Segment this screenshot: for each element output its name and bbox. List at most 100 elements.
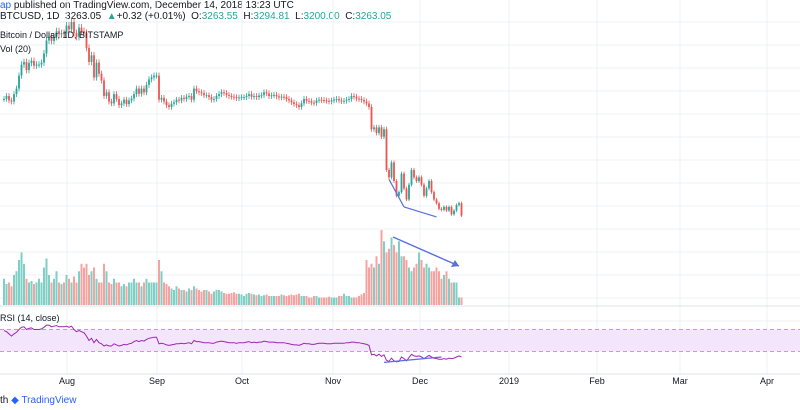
- volume-bar: [103, 263, 105, 305]
- volume-bar: [350, 297, 353, 305]
- candle-body: [143, 88, 145, 93]
- volume-bar: [85, 263, 88, 305]
- volume-bar: [265, 294, 268, 305]
- volume-bar: [445, 271, 448, 305]
- volume-bar: [5, 284, 8, 305]
- volume-bar: [383, 241, 385, 305]
- volume-bar: [460, 297, 463, 305]
- volume-bar: [98, 282, 100, 305]
- candle-body: [458, 203, 460, 206]
- volume-bar: [45, 258, 48, 305]
- author-name[interactable]: ap: [0, 0, 12, 11]
- volume-bar: [403, 256, 405, 305]
- candle-body: [318, 99, 320, 101]
- candle-body: [338, 98, 340, 101]
- volume-bar: [28, 282, 30, 305]
- candle-body: [85, 33, 88, 48]
- candle-body: [55, 31, 58, 37]
- candle-body: [438, 203, 440, 209]
- high-value: 3294.81: [253, 11, 290, 22]
- candle-body: [140, 88, 143, 94]
- candle-body: [165, 101, 168, 106]
- candle-body: [443, 206, 445, 210]
- volume-bar: [398, 241, 400, 305]
- candle-body: [335, 98, 338, 100]
- candle-body: [280, 96, 283, 98]
- volume-bar: [335, 297, 338, 305]
- volume-bar: [388, 248, 390, 305]
- candle-body: [418, 177, 420, 182]
- candle-body: [35, 64, 38, 66]
- volume-bar: [33, 284, 35, 305]
- volume-bar: [353, 297, 355, 305]
- candle-body: [13, 94, 15, 102]
- volume-bar: [410, 271, 413, 305]
- candle-body: [293, 102, 295, 105]
- candle-body: [450, 206, 453, 215]
- footer-prefix: th: [0, 395, 9, 406]
- candle-body: [5, 95, 8, 99]
- volume-bar: [230, 293, 233, 305]
- candle-body: [273, 94, 275, 96]
- volume-bar: [425, 263, 428, 305]
- volume-bar: [268, 296, 270, 305]
- volume-bar: [30, 281, 33, 305]
- volume-bar: [135, 282, 138, 305]
- candle-body: [203, 93, 205, 96]
- candle-body: [150, 77, 153, 80]
- volume-bar: [283, 295, 285, 305]
- volume-bar: [240, 294, 243, 305]
- candle-body: [188, 95, 190, 97]
- candle-body: [180, 97, 183, 101]
- volume-bar: [278, 296, 280, 305]
- chart-header: ap published on TradingView.com, Decembe…: [0, 0, 800, 22]
- volume-bar: [440, 278, 443, 305]
- volume-bar: [193, 286, 195, 305]
- volume-bar: [180, 290, 183, 305]
- volume-bar: [8, 282, 10, 305]
- volume-bar: [275, 296, 278, 305]
- x-tick-label: Aug: [59, 376, 75, 386]
- volume-bar: [418, 252, 420, 305]
- candle-body: [363, 100, 365, 102]
- volume-bar: [260, 296, 263, 305]
- candle-body: [343, 100, 345, 102]
- volume-bar: [320, 297, 323, 305]
- candle-body: [213, 98, 215, 100]
- candle-body: [383, 129, 385, 137]
- candle-body: [28, 63, 30, 71]
- candle-body: [158, 75, 160, 100]
- candle-body: [138, 88, 140, 94]
- tradingview-brand[interactable]: TradingView: [21, 395, 77, 406]
- candle-body: [330, 100, 333, 102]
- volume-bar: [88, 275, 90, 305]
- volume-bar: [183, 290, 185, 305]
- volume-bar: [205, 290, 208, 305]
- volume-bar: [298, 293, 300, 305]
- candle-body: [433, 192, 435, 200]
- volume-bar: [128, 282, 130, 305]
- candle-body: [290, 100, 293, 103]
- candle-body: [200, 92, 203, 94]
- x-tick-label: Oct: [235, 376, 250, 386]
- volume-bar: [48, 275, 50, 305]
- last-price: 3263.05: [65, 11, 102, 22]
- volume-bar: [428, 267, 430, 305]
- candle-body: [388, 169, 390, 178]
- volume-bar: [110, 284, 113, 305]
- volume-bar: [60, 284, 63, 305]
- candle-body: [225, 93, 228, 95]
- volume-bar: [455, 282, 458, 305]
- candle-body: [153, 75, 155, 78]
- candle-body: [215, 95, 218, 99]
- candle-body: [63, 33, 65, 35]
- rsi-band: [0, 329, 800, 352]
- candle-body: [25, 61, 28, 71]
- volume-bar: [373, 267, 375, 305]
- volume-bar: [300, 296, 303, 305]
- volume-bar: [253, 294, 255, 305]
- candle-body: [103, 80, 105, 96]
- volume-bar: [448, 278, 450, 305]
- volume-bar: [105, 271, 108, 305]
